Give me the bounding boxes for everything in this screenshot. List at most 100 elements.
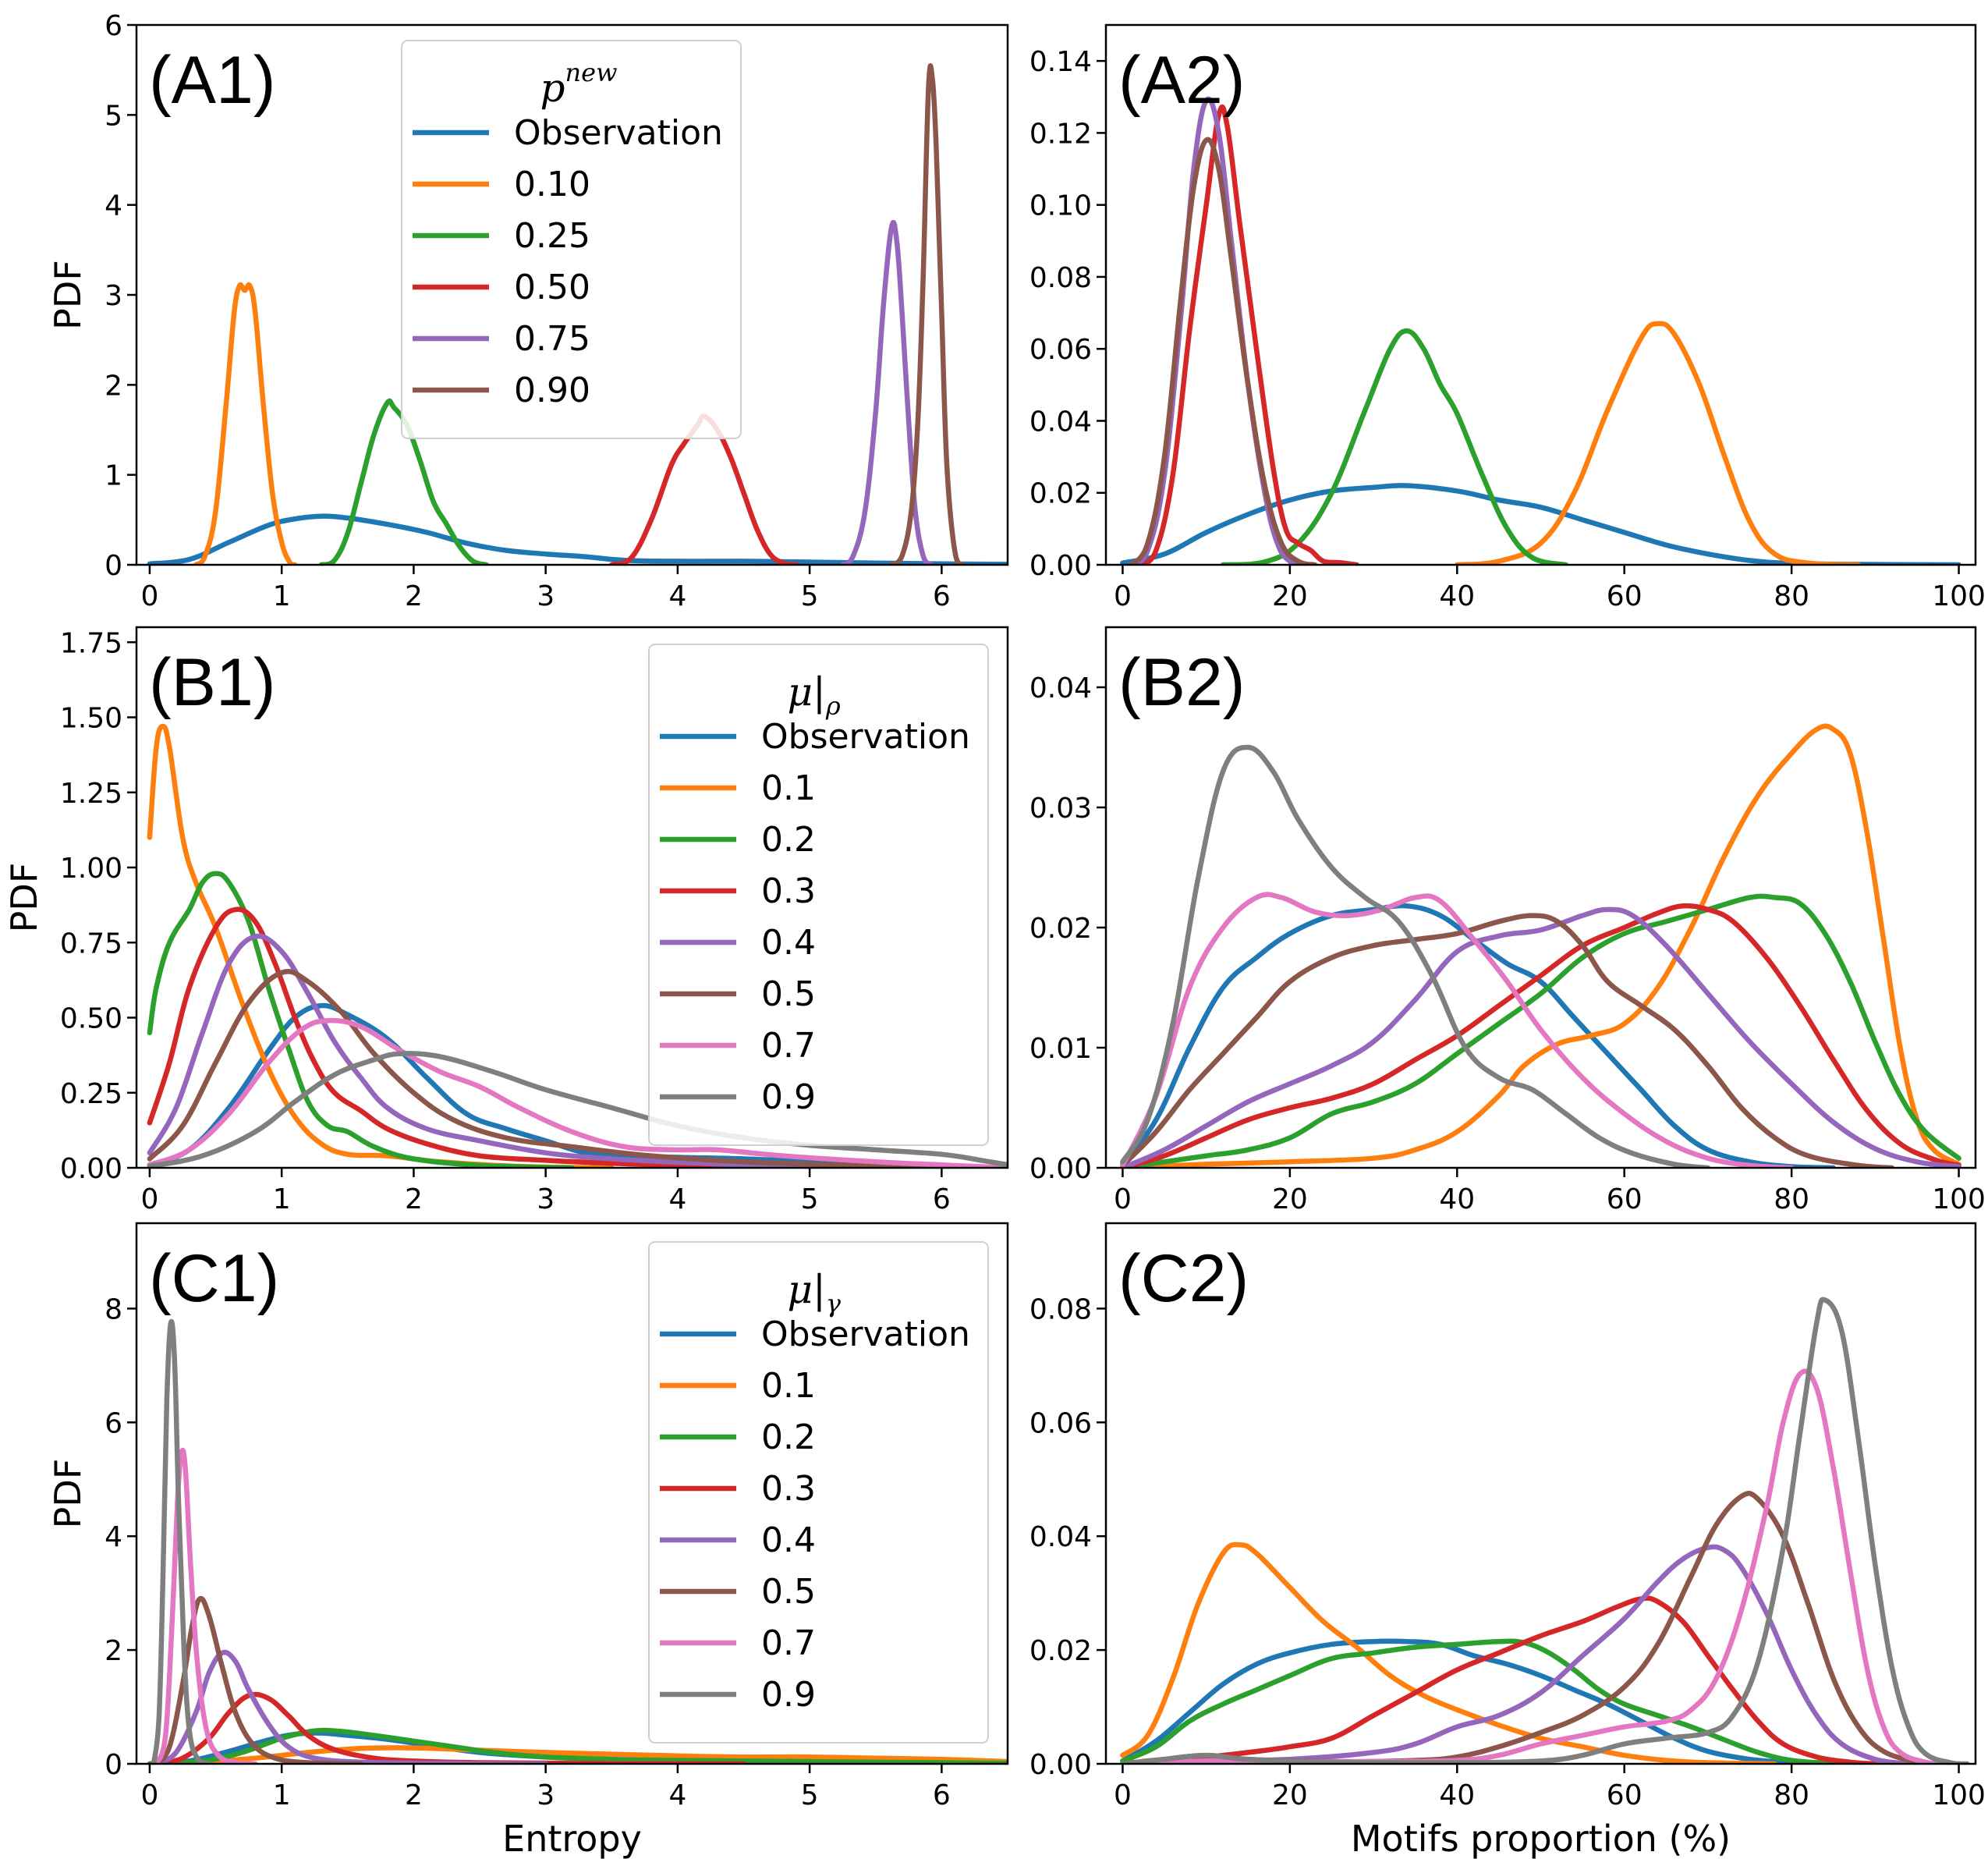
legend-title-main: μ|: [788, 1267, 826, 1312]
series-group: [1120, 1297, 1970, 1764]
y-tick-label: 3: [105, 280, 122, 312]
legend-label: 0.75: [514, 319, 590, 359]
legend-label: 0.2: [761, 1417, 816, 1457]
series-line-0-75: [840, 220, 934, 565]
series-line-0-50: [1136, 104, 1359, 565]
legend-title-main: p: [540, 66, 565, 111]
y-tick-label: 1.00: [60, 853, 122, 885]
panel-label: (A2): [1118, 43, 1245, 118]
x-tick-label: 3: [537, 580, 555, 612]
panel-label: (C2): [1118, 1241, 1249, 1316]
y-tick-label: 4: [105, 190, 122, 222]
series-group: [147, 723, 1008, 1168]
series-line-observation: [1120, 1638, 1836, 1764]
y-tick-label: 0.25: [60, 1078, 122, 1110]
axes-frame: [135, 1222, 1009, 1765]
series-group: [147, 63, 1008, 565]
x-tick-label: 100: [1932, 580, 1986, 612]
x-tick-label: 2: [405, 1183, 423, 1215]
legend-entry: 0.2: [660, 1417, 816, 1457]
x-tick-label: 1: [273, 1779, 291, 1811]
x-tick-label: 20: [1272, 1183, 1308, 1215]
y-tick-label: 0.00: [1029, 1153, 1092, 1185]
y-tick-label: 6: [105, 1407, 122, 1439]
legend-entry: 0.2: [660, 820, 816, 860]
legend-label: 0.3: [761, 871, 816, 911]
y-axis-label: PDF: [3, 863, 45, 933]
y-tick-label: 0.00: [1029, 550, 1092, 582]
x-tick-label: 3: [537, 1183, 555, 1215]
y-tick-label: 0.06: [1029, 334, 1092, 366]
axes-frame: [135, 626, 1009, 1169]
legend-label: 0.50: [514, 268, 590, 307]
plot-area: [1106, 627, 1976, 1168]
series-line-0-7: [154, 1447, 258, 1764]
panel-label: (C1): [149, 1241, 279, 1316]
y-tick-label: 0.00: [1029, 1749, 1092, 1781]
y-tick-label: 0.03: [1029, 793, 1092, 825]
x-tick-label: 60: [1607, 1779, 1642, 1811]
panel-label: (B2): [1118, 645, 1245, 720]
legend-entry: 0.1: [660, 768, 816, 808]
x-tick-label: 100: [1932, 1183, 1986, 1215]
series-line-0-25: [1220, 328, 1568, 565]
legend-entry: 0.3: [660, 1469, 816, 1509]
y-tick-label: 0.02: [1029, 913, 1092, 945]
legend-box: [648, 1241, 989, 1744]
y-tick-label: 6: [105, 10, 122, 42]
y-tick-label: 0.04: [1029, 406, 1092, 438]
x-tick-label: 80: [1774, 1183, 1809, 1215]
series-line-0-4: [147, 933, 944, 1168]
y-tick-label: 0.02: [1029, 478, 1092, 510]
legend-label: 0.1: [761, 1366, 816, 1406]
legend-label: 0.25: [514, 216, 590, 256]
legend-label: 0.4: [761, 1520, 816, 1560]
series-group: [147, 1318, 1008, 1764]
y-tick-label: 1: [105, 460, 122, 492]
x-tick-label: 5: [801, 1779, 819, 1811]
y-tick-label: 1.50: [60, 703, 122, 735]
x-tick-label: 0: [1114, 580, 1132, 612]
x-tick-label: 2: [405, 580, 423, 612]
x-tick-label: 1: [273, 1183, 291, 1215]
x-tick-label: 0: [1114, 1183, 1132, 1215]
series-line-0-5: [1120, 913, 1895, 1168]
legend-entry: Observation: [413, 113, 723, 153]
legend-entry: 0.5: [660, 1572, 816, 1612]
legend-label: 0.90: [514, 371, 590, 410]
y-tick-label: 0.10: [1029, 190, 1092, 222]
legend-label: 0.7: [761, 1026, 816, 1066]
y-tick-label: 5: [105, 100, 122, 132]
x-tick-label: 2: [405, 1779, 423, 1811]
panel-b1: 0 1 2 3 4 5 6 0.00 0.25 0.50 0.75 1.00 1.25 1.50 1.75 (…: [3, 626, 1009, 1215]
panel-c2: 0 20 40 60 80 100 0.00 0.02 0.04 0.06 0.08 (C2) Moti…: [1029, 1222, 1986, 1859]
y-tick-label: 2: [105, 1635, 122, 1667]
series-line-0-9: [151, 1318, 212, 1764]
legend-label: 0.2: [761, 820, 816, 860]
legend-entry: 0.1: [660, 1366, 816, 1406]
x-tick-label: 6: [933, 580, 951, 612]
series-line-0-2: [147, 871, 575, 1168]
legend-title-superscript: new: [565, 58, 618, 87]
legend-entry: 0.7: [660, 1026, 816, 1066]
series-line-0-2: [1120, 893, 1961, 1168]
series-line-0-25: [318, 398, 489, 565]
x-tick-label: 3: [537, 1779, 555, 1811]
x-tick-label: 20: [1272, 580, 1308, 612]
y-tick-label: 0: [105, 550, 122, 582]
y-tick-label: 0.04: [1029, 672, 1092, 704]
legend-entry: 0.25: [413, 216, 590, 256]
x-tick-label: 0: [140, 1183, 158, 1215]
y-tick-label: 1.75: [60, 627, 122, 659]
legend-label: 0.7: [761, 1623, 816, 1663]
panel-c1: 0 1 2 3 4 5 6 0 2 4 6 8 (C1) PDF Entropy μ|γObservation…: [47, 1222, 1009, 1859]
x-tick-label: 80: [1774, 580, 1809, 612]
legend-label: 0.4: [761, 923, 816, 963]
series-group: [1120, 723, 1961, 1168]
series-line-0-5: [147, 969, 944, 1168]
x-tick-label: 4: [668, 580, 686, 612]
legend-entry: Observation: [660, 717, 970, 757]
legend-entry: 0.50: [413, 268, 590, 307]
